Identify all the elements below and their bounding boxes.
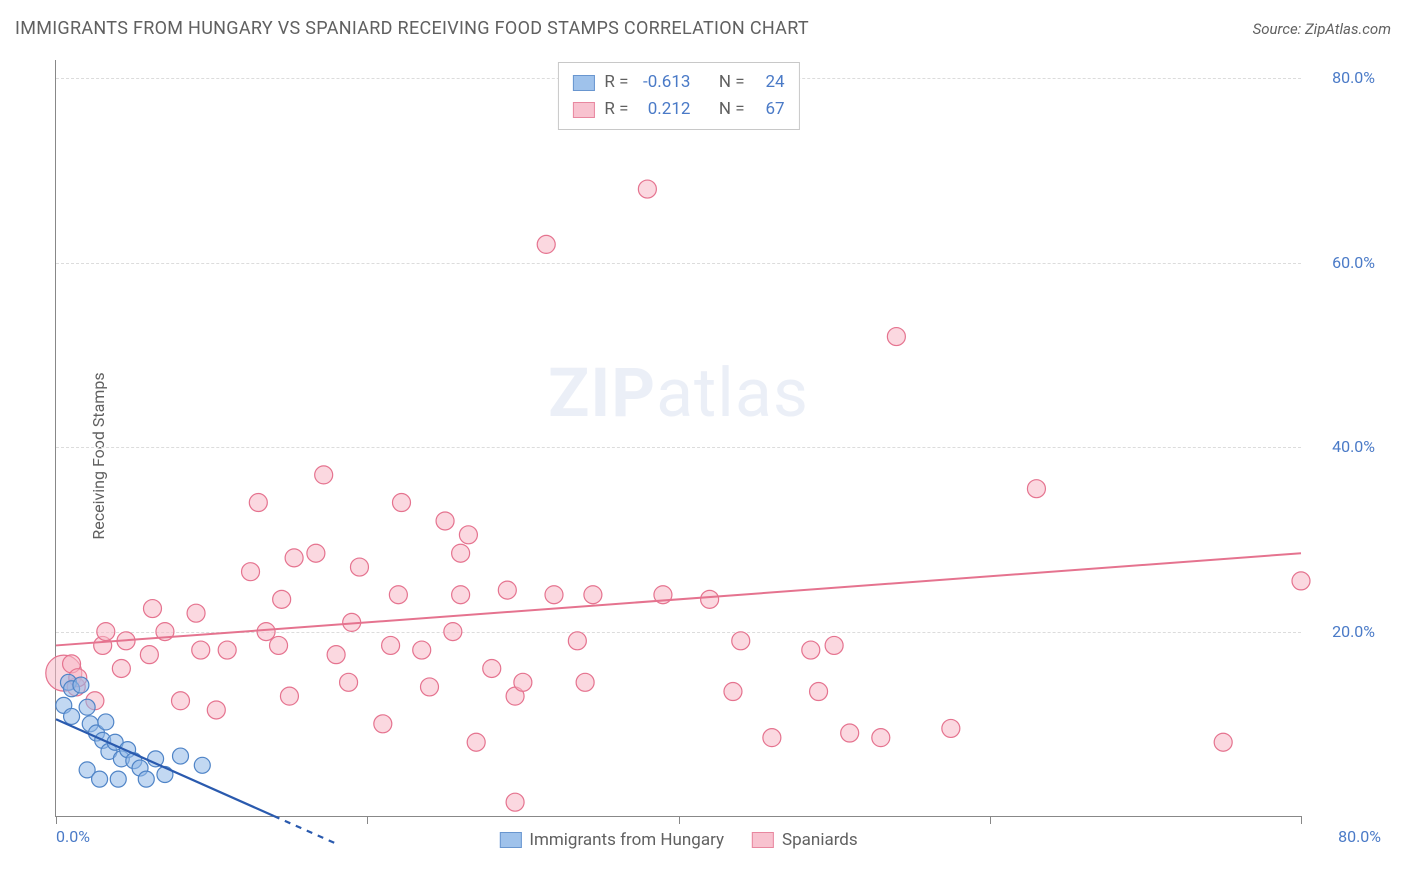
series-legend: Immigrants from Hungary Spaniards: [499, 830, 857, 850]
scatter-point: [187, 604, 205, 622]
scatter-point: [413, 641, 431, 659]
series-item-spaniards: Spaniards: [752, 830, 858, 850]
scatter-point: [207, 701, 225, 719]
scatter-point: [315, 466, 333, 484]
scatter-point: [452, 544, 470, 562]
scatter-point: [942, 719, 960, 737]
scatter-point: [173, 748, 189, 764]
scatter-point: [350, 558, 368, 576]
scatter-point: [285, 549, 303, 567]
scatter-point: [242, 563, 260, 581]
scatter-point: [841, 724, 859, 742]
source-label: Source: ZipAtlas.com: [1253, 20, 1391, 38]
scatter-point: [140, 646, 158, 664]
series-label-hungary: Immigrants from Hungary: [529, 830, 724, 850]
scatter-point: [763, 729, 781, 747]
scatter-point: [421, 678, 439, 696]
scatter-point: [506, 793, 524, 811]
chart-area: Receiving Food Stamps ZIPatlas 20.0%40.0…: [55, 60, 1381, 852]
scatter-point: [138, 771, 154, 787]
swatch-spaniards-icon: [752, 832, 774, 848]
scatter-point: [1027, 480, 1045, 498]
scatter-point: [392, 494, 410, 512]
scatter-point: [389, 586, 407, 604]
scatter-point: [73, 677, 89, 693]
scatter-point: [192, 641, 210, 659]
scatter-point: [444, 623, 462, 641]
scatter-point: [701, 590, 719, 608]
scatter-point: [802, 641, 820, 659]
scatter-point: [576, 673, 594, 691]
series-item-hungary: Immigrants from Hungary: [499, 830, 724, 850]
scatter-point: [452, 586, 470, 604]
series-label-spaniards: Spaniards: [782, 830, 858, 850]
swatch-hungary-icon: [499, 832, 521, 848]
scatter-point: [436, 512, 454, 530]
y-tick-label: 40.0%: [1332, 437, 1375, 456]
scatter-svg: [56, 60, 1301, 816]
chart-title: IMMIGRANTS FROM HUNGARY VS SPANIARD RECE…: [15, 18, 809, 39]
x-tick: [990, 816, 991, 824]
y-tick-label: 20.0%: [1332, 622, 1375, 641]
scatter-point: [92, 771, 108, 787]
scatter-point: [810, 683, 828, 701]
scatter-point: [537, 235, 555, 253]
scatter-point: [64, 708, 80, 724]
scatter-point: [825, 636, 843, 654]
scatter-point: [340, 673, 358, 691]
scatter-point: [307, 544, 325, 562]
scatter-point: [194, 757, 210, 773]
scatter-point: [724, 683, 742, 701]
scatter-point: [257, 623, 275, 641]
x-tick-min: 0.0%: [56, 827, 90, 846]
scatter-point: [110, 771, 126, 787]
x-tick: [56, 816, 57, 824]
scatter-point: [1214, 733, 1232, 751]
scatter-point: [483, 659, 501, 677]
y-tick-label: 60.0%: [1332, 253, 1375, 272]
scatter-point: [112, 659, 130, 677]
scatter-point: [459, 526, 477, 544]
scatter-point: [514, 673, 532, 691]
scatter-point: [568, 632, 586, 650]
scatter-point: [872, 729, 890, 747]
scatter-point: [584, 586, 602, 604]
plot-region: ZIPatlas 20.0%40.0%60.0%80.0% R = -0.613…: [55, 60, 1301, 817]
trend-line-dashed: [274, 816, 336, 844]
scatter-point: [327, 646, 345, 664]
scatter-point: [97, 623, 115, 641]
scatter-point: [270, 636, 288, 654]
scatter-point: [172, 692, 190, 710]
scatter-point: [79, 699, 95, 715]
scatter-point: [638, 180, 656, 198]
scatter-point: [218, 641, 236, 659]
scatter-point: [249, 494, 267, 512]
scatter-point: [382, 636, 400, 654]
scatter-point: [143, 600, 161, 618]
scatter-point: [887, 328, 905, 346]
scatter-point: [545, 586, 563, 604]
x-tick: [1301, 816, 1302, 824]
scatter-point: [280, 687, 298, 705]
y-tick-label: 80.0%: [1332, 68, 1375, 87]
scatter-point: [732, 632, 750, 650]
x-tick: [679, 816, 680, 824]
scatter-point: [98, 714, 114, 730]
x-tick: [367, 816, 368, 824]
scatter-point: [273, 590, 291, 608]
x-tick-max: 80.0%: [1338, 827, 1381, 846]
scatter-point: [374, 715, 392, 733]
scatter-point: [498, 581, 516, 599]
scatter-point: [1292, 572, 1310, 590]
header-bar: IMMIGRANTS FROM HUNGARY VS SPANIARD RECE…: [15, 18, 1391, 39]
scatter-point: [467, 733, 485, 751]
